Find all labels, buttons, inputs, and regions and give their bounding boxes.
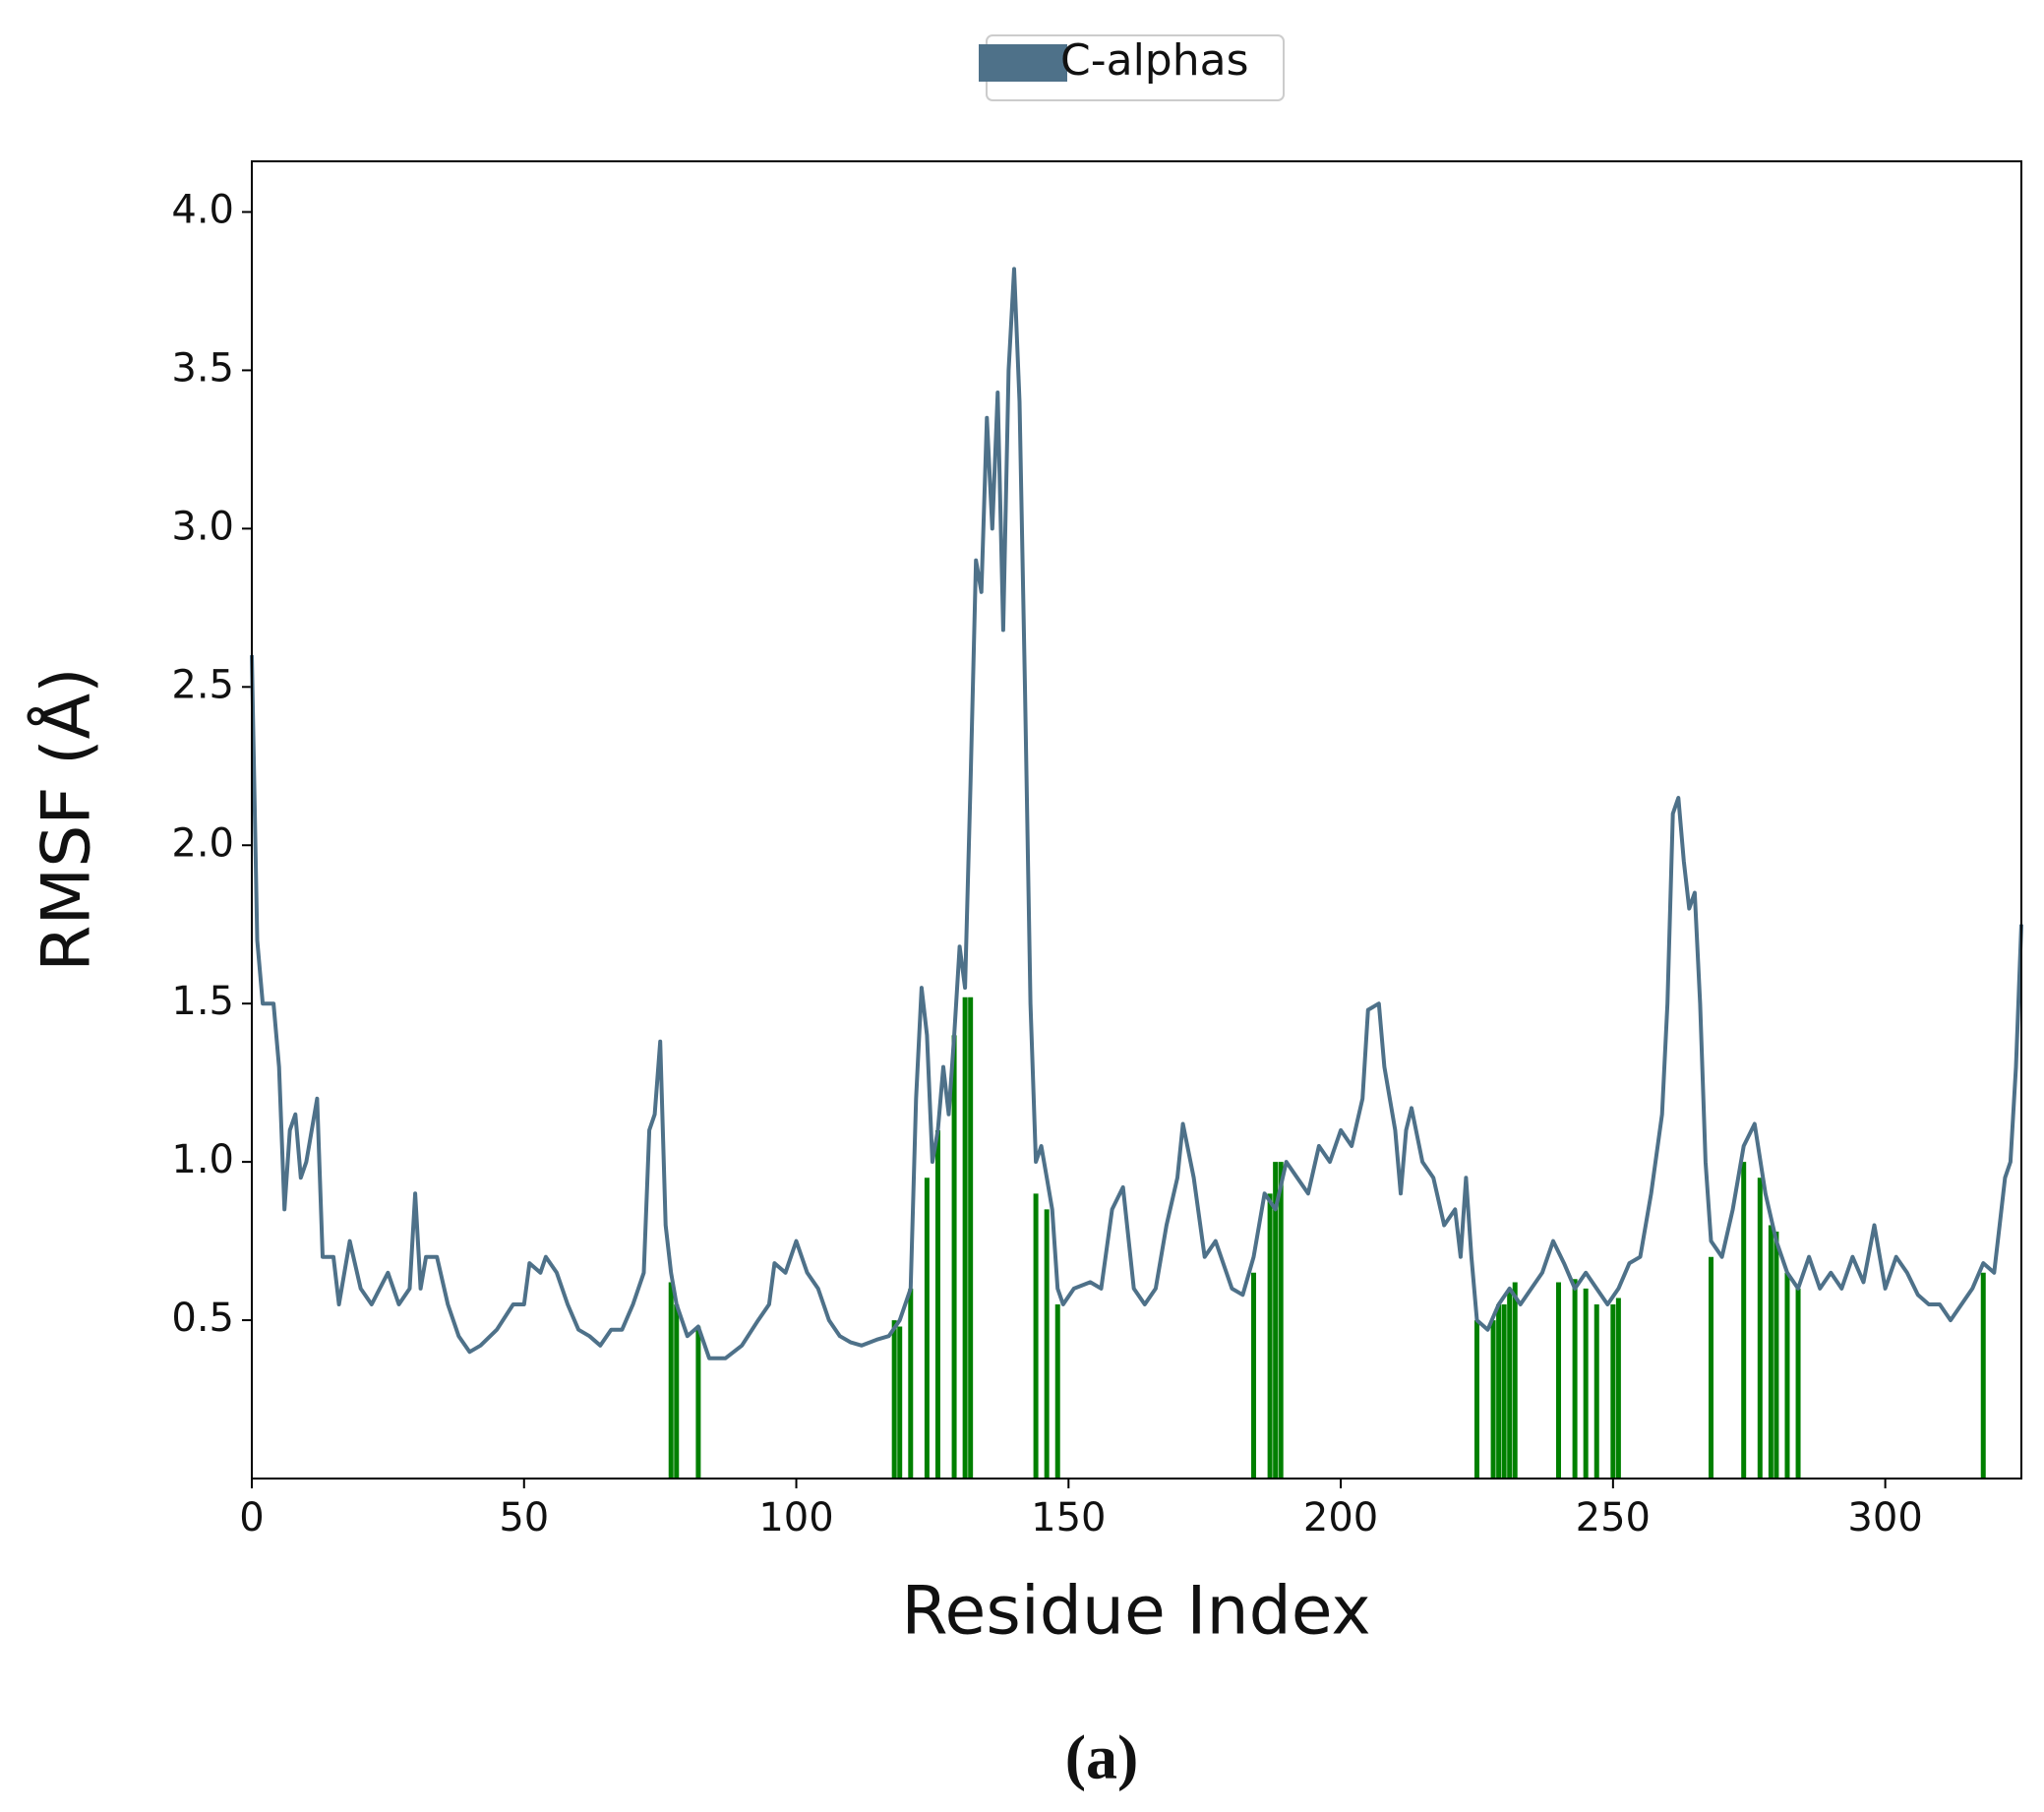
x-tick-label: 50 [499, 1495, 549, 1540]
caption: (a) [1065, 1722, 1139, 1792]
y-tick-label: 3.5 [171, 345, 234, 391]
x-tick-label: 250 [1576, 1495, 1651, 1540]
x-axis-label: Residue Index [901, 1573, 1370, 1651]
y-tick-label: 2.0 [171, 820, 234, 866]
y-tick-label: 4.0 [171, 188, 234, 233]
y-tick-label: 2.5 [171, 662, 234, 707]
y-tick-label: 0.5 [171, 1296, 234, 1341]
y-axis-label: RMSF (Å) [27, 667, 106, 971]
y-tick-label: 1.5 [171, 979, 234, 1024]
plot-frame [251, 160, 2022, 1480]
legend-swatch [979, 44, 1067, 82]
y-tick-label: 3.0 [171, 504, 234, 549]
x-tick-label: 100 [758, 1495, 833, 1540]
y-tick-label: 1.0 [171, 1137, 234, 1182]
legend-label: C-alphas [1060, 35, 1249, 86]
x-tick-label: 200 [1303, 1495, 1378, 1540]
x-tick-label: 150 [1031, 1495, 1106, 1540]
rmsf-line [250, 267, 2023, 1360]
x-tick-label: 300 [1847, 1495, 1922, 1540]
x-tick-label: 0 [239, 1495, 264, 1540]
